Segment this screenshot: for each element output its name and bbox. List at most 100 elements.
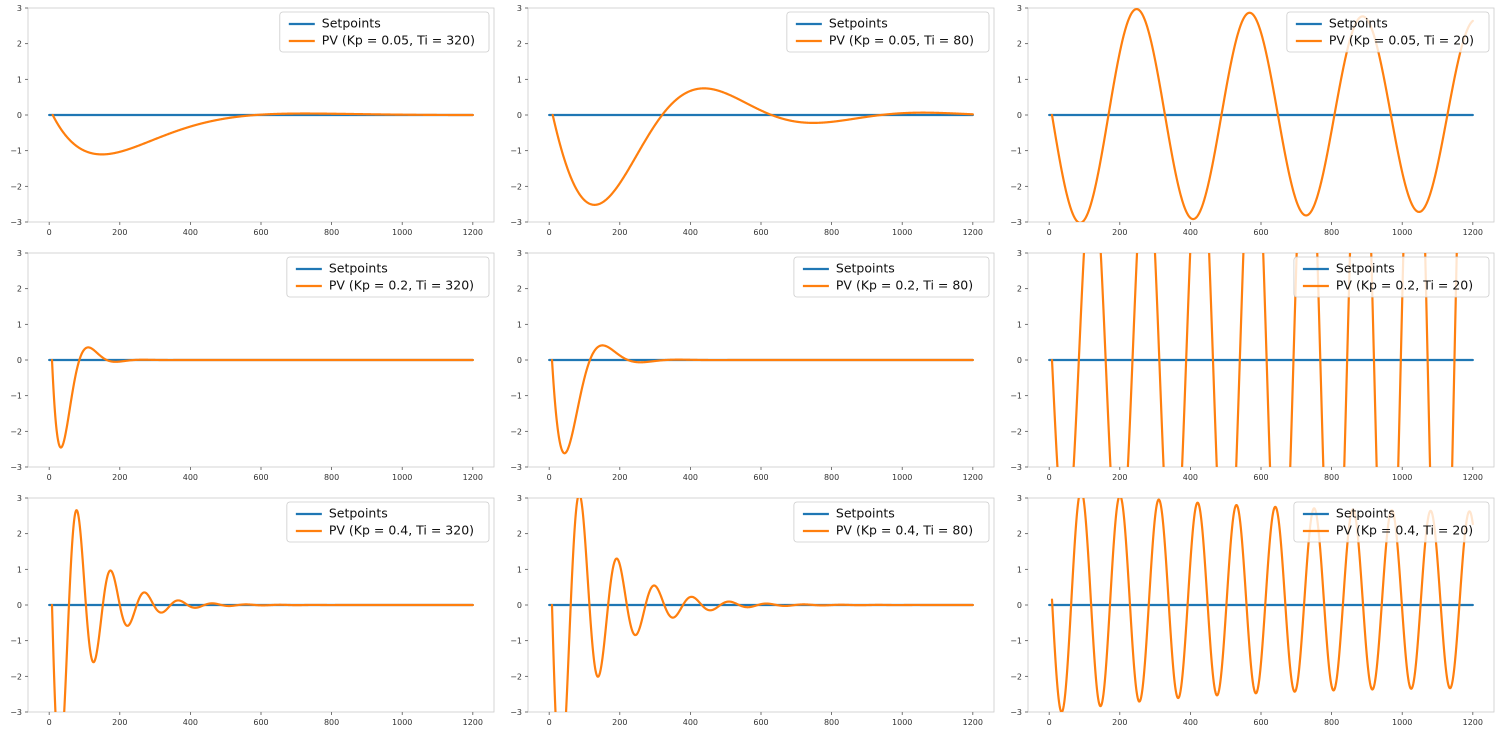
y-tick-label: −3 (1010, 463, 1022, 472)
legend: Setpoints PV (Kp = 0.4, Ti = 320) (286, 501, 490, 543)
x-tick-label: 1200 (463, 473, 483, 482)
x-tick-label: 800 (824, 228, 839, 237)
x-tick-label: 800 (824, 718, 839, 727)
x-axis: 0 200 400 600 800 1000 1200 (547, 222, 983, 237)
legend-box (286, 501, 490, 543)
x-axis: 0 200 400 600 800 1000 1200 (47, 467, 483, 482)
plot-area: 0 200 400 600 800 1000 1200 3 2 1 0 −1 −2 −3 Setpoints… (10, 494, 495, 727)
y-tick-label: −2 (510, 427, 522, 436)
x-tick-label: 0 (1047, 718, 1052, 727)
y-tick-label: 3 (517, 494, 522, 503)
plot-area: 0 200 400 600 800 1000 1200 3 2 1 0 −1 −2 −3 Setpoints… (510, 4, 995, 237)
y-tick-label: 3 (1017, 4, 1022, 13)
chart-panel: 0 200 400 600 800 1000 1200 3 2 1 0 −1 −2 −3 Setpoints… (1000, 0, 1500, 245)
series-group (1048, 8, 1474, 222)
y-tick-label: 1 (17, 565, 22, 574)
y-tick-label: 3 (1017, 249, 1022, 258)
legend-label-setpoints: Setpoints (1336, 506, 1395, 521)
y-tick-label: −3 (10, 218, 22, 227)
x-tick-label: 200 (612, 473, 627, 482)
chart-panel: 0 200 400 600 800 1000 1200 3 2 1 0 −1 −2 −3 Setpoints… (500, 490, 1000, 735)
y-tick-label: 1 (517, 565, 522, 574)
y-tick-label: 3 (17, 494, 22, 503)
x-tick-label: 800 (1324, 718, 1339, 727)
x-tick-label: 1000 (392, 228, 412, 237)
legend-box (286, 256, 490, 298)
x-tick-label: 400 (1183, 718, 1198, 727)
y-tick-label: 0 (17, 601, 22, 610)
y-tick-label: −1 (1010, 392, 1022, 401)
x-tick-label: 800 (324, 228, 339, 237)
x-tick-label: 600 (1253, 228, 1268, 237)
legend: Setpoints PV (Kp = 0.4, Ti = 20) (1293, 501, 1490, 543)
legend-box (1293, 501, 1490, 543)
y-axis: 3 2 1 0 −1 −2 −3 (510, 4, 528, 227)
legend-label-setpoints: Setpoints (836, 261, 895, 276)
y-tick-label: 0 (1017, 111, 1022, 120)
y-tick-label: 2 (1017, 530, 1022, 539)
legend-label-pv: PV (Kp = 0.4, Ti = 320) (329, 523, 474, 538)
x-tick-label: 1200 (463, 718, 483, 727)
x-tick-label: 1200 (963, 473, 983, 482)
y-axis: 3 2 1 0 −1 −2 −3 (510, 249, 528, 472)
x-tick-label: 400 (683, 718, 698, 727)
x-axis: 0 200 400 600 800 1000 1200 (1047, 712, 1483, 727)
y-tick-label: 2 (517, 530, 522, 539)
y-tick-label: −1 (1010, 637, 1022, 646)
x-tick-label: 800 (324, 473, 339, 482)
y-tick-label: −3 (1010, 218, 1022, 227)
y-axis: 3 2 1 0 −1 −2 −3 (10, 249, 28, 472)
x-tick-label: 1000 (1392, 228, 1412, 237)
x-tick-label: 0 (1047, 473, 1052, 482)
x-axis: 0 200 400 600 800 1000 1200 (47, 222, 483, 237)
y-tick-label: 1 (17, 75, 22, 84)
legend-label-pv: PV (Kp = 0.2, Ti = 320) (329, 278, 474, 293)
x-tick-label: 400 (683, 473, 698, 482)
plot-area: 0 200 400 600 800 1000 1200 3 2 1 0 −1 −2 −3 Setpoints… (510, 249, 995, 482)
y-tick-label: −1 (510, 147, 522, 156)
y-tick-label: 3 (1017, 494, 1022, 503)
y-axis: 3 2 1 0 −1 −2 −3 (1010, 249, 1028, 472)
chart-panel: 0 200 400 600 800 1000 1200 3 2 1 0 −1 −2 −3 Setpoints… (500, 0, 1000, 245)
series-group (1048, 498, 1474, 712)
x-tick-label: 0 (1047, 228, 1052, 237)
y-tick-label: −3 (1010, 708, 1022, 717)
y-tick-label: 0 (17, 111, 22, 120)
legend: Setpoints PV (Kp = 0.2, Ti = 80) (793, 256, 990, 298)
x-tick-label: 0 (547, 228, 552, 237)
plot-area: 0 200 400 600 800 1000 1200 3 2 1 0 −1 −2 −3 Setpoints… (10, 4, 495, 237)
x-tick-label: 400 (183, 718, 198, 727)
chart-panel: 0 200 400 600 800 1000 1200 3 2 1 0 −1 −2 −3 Setpoints… (0, 0, 500, 245)
x-tick-label: 400 (1183, 228, 1198, 237)
x-tick-label: 200 (612, 718, 627, 727)
legend-label-setpoints: Setpoints (329, 261, 388, 276)
pv-line (550, 498, 974, 712)
legend-label-setpoints: Setpoints (836, 506, 895, 521)
y-tick-label: 2 (1017, 285, 1022, 294)
chart-panel: 0 200 400 600 800 1000 1200 3 2 1 0 −1 −2 −3 Setpoints… (500, 245, 1000, 490)
x-tick-label: 200 (1112, 718, 1127, 727)
pv-line (1050, 8, 1474, 222)
y-tick-label: 2 (17, 285, 22, 294)
plot-area: 0 200 400 600 800 1000 1200 3 2 1 0 −1 −2 −3 Setpoints… (1010, 4, 1495, 237)
pv-line (551, 87, 974, 206)
y-tick-label: −1 (10, 392, 22, 401)
y-axis: 3 2 1 0 −1 −2 −3 (510, 494, 528, 717)
y-tick-label: −1 (510, 392, 522, 401)
plot-area: 0 200 400 600 800 1000 1200 3 2 1 0 −1 −2 −3 Setpoints… (1010, 249, 1495, 482)
pv-line (1050, 498, 1474, 712)
y-tick-label: 0 (517, 111, 522, 120)
x-tick-label: 1200 (1463, 473, 1483, 482)
y-tick-label: 1 (1017, 75, 1022, 84)
x-axis: 0 200 400 600 800 1000 1200 (1047, 467, 1483, 482)
legend-label-pv: PV (Kp = 0.05, Ti = 20) (1329, 33, 1474, 48)
x-axis: 0 200 400 600 800 1000 1200 (547, 467, 983, 482)
y-tick-label: −2 (1010, 427, 1022, 436)
y-tick-label: 0 (1017, 601, 1022, 610)
y-tick-label: −1 (1010, 147, 1022, 156)
legend-label-pv: PV (Kp = 0.05, Ti = 320) (322, 33, 475, 48)
legend-label-setpoints: Setpoints (1329, 16, 1388, 31)
y-tick-label: 1 (517, 320, 522, 329)
chart-panel: 0 200 400 600 800 1000 1200 3 2 1 0 −1 −2 −3 Setpoints… (0, 245, 500, 490)
